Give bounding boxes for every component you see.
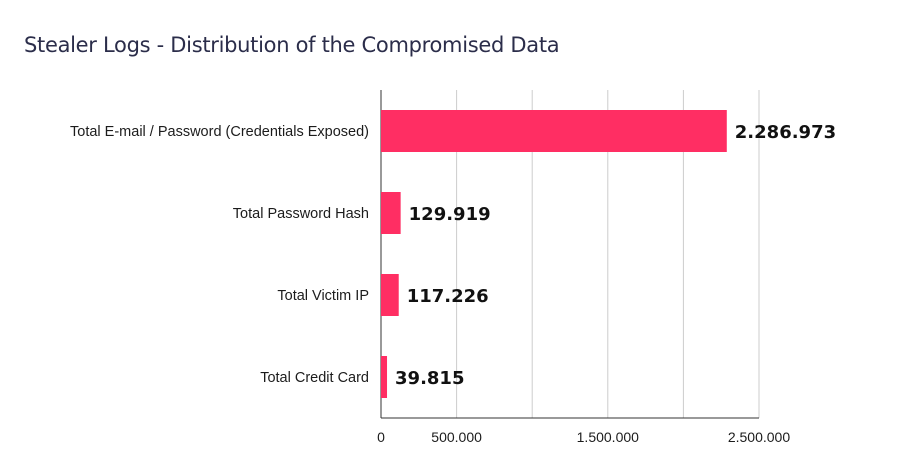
bar (381, 110, 727, 152)
x-tick-label: 0 (377, 429, 385, 445)
bar (381, 192, 401, 234)
bar (381, 274, 399, 316)
x-tick-label: 2.500.000 (728, 429, 790, 445)
x-tick-label: 500.000 (431, 429, 482, 445)
category-label: Total Credit Card (260, 370, 369, 386)
data-label: 117.226 (407, 286, 489, 307)
category-label: Total Victim IP (277, 288, 369, 304)
data-label: 129.919 (409, 204, 491, 225)
chart-title: Stealer Logs - Distribution of the Compr… (24, 33, 560, 57)
bar (381, 356, 388, 398)
data-label: 2.286.973 (735, 122, 836, 143)
x-tick-label: 1.500.000 (577, 429, 639, 445)
category-label: Total Password Hash (233, 206, 369, 222)
data-label: 39.815 (395, 368, 464, 389)
category-label: Total E-mail / Password (Credentials Exp… (70, 124, 369, 140)
